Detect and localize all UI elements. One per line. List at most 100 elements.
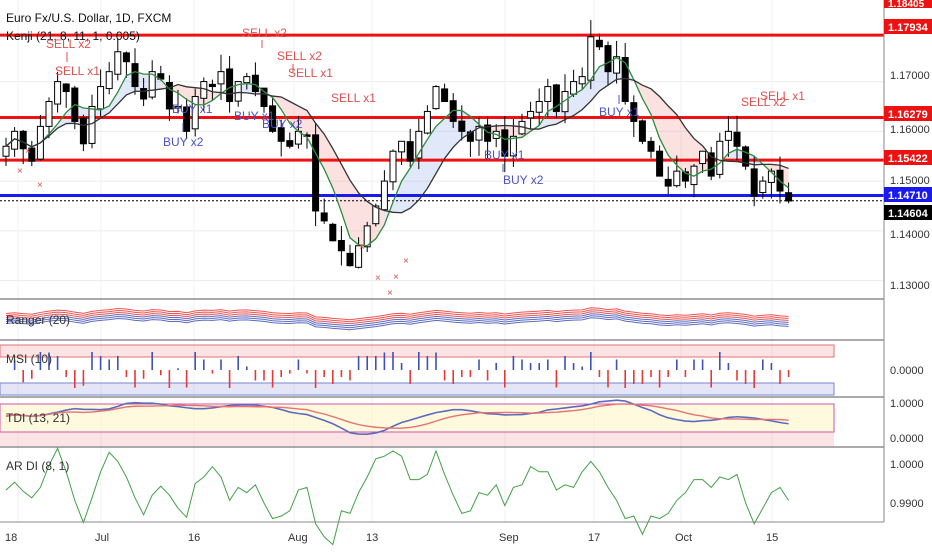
candle-body	[208, 83, 216, 88]
price-tag: 1.17934	[888, 22, 929, 34]
buy-label: BUY x2	[503, 173, 544, 187]
time-tick: Sep	[499, 532, 519, 544]
tdi-lower-band	[0, 432, 834, 446]
candles[interactable]	[2, 20, 793, 269]
sell-label: SELL x1	[55, 64, 100, 78]
price-tick: 1.17000	[890, 70, 930, 82]
price-tick: 1.15000	[890, 175, 930, 187]
cloud-segment	[685, 127, 694, 177]
price-tag: 1.15422	[888, 153, 928, 165]
cloud-segment	[676, 114, 686, 174]
candle-body	[234, 81, 242, 102]
candle-body	[251, 74, 259, 93]
candle-body	[415, 130, 423, 159]
candle-body	[389, 150, 397, 183]
price-tag: 1.18405	[888, 0, 925, 10]
candle-body	[423, 110, 431, 134]
candle-body	[604, 45, 612, 73]
signal-x: ×	[25, 146, 31, 157]
candle-body	[673, 170, 681, 187]
ranger-label: Ranger (20)	[6, 313, 70, 327]
signal-arrows	[66, 40, 620, 172]
candle-body	[587, 36, 595, 81]
cloud-segment	[169, 84, 178, 94]
time-tick: 15	[766, 532, 778, 544]
cloud-segment	[590, 66, 600, 102]
candle-body	[226, 68, 234, 102]
candle-body	[329, 223, 337, 242]
cloud-segment	[427, 126, 436, 189]
price-tag: 1.14710	[888, 190, 928, 202]
candle-body	[406, 141, 414, 162]
signal-x: ×	[37, 180, 43, 191]
buy-label: BUY x1	[599, 105, 640, 119]
candle-body	[165, 81, 173, 110]
price-tick: 1.16000	[890, 124, 930, 136]
cloud-segment	[298, 106, 307, 138]
sell-label: SELL x1	[760, 89, 805, 103]
sub-panes	[0, 298, 884, 546]
candle-body	[785, 192, 793, 202]
time-tick: 13	[366, 532, 378, 544]
candle-body	[363, 225, 371, 248]
price-axis[interactable]: 1.17000 1.16000 1.15000 1.14000 1.13000 …	[883, 0, 932, 522]
candle-body	[716, 140, 724, 175]
candle-body	[355, 245, 363, 268]
candle-body	[286, 140, 294, 147]
ma-line	[5, 56, 790, 247]
time-tick: Jul	[95, 532, 109, 544]
msi-upper-band	[0, 344, 835, 358]
buy-label: BUY x1	[172, 102, 213, 116]
cloud-segment	[178, 84, 187, 100]
buy-label: BUY x1	[484, 148, 525, 162]
candle-body	[217, 71, 225, 85]
buy-label: BUY x1	[234, 109, 275, 123]
cloud-segment	[659, 96, 669, 156]
signal-x: ×	[387, 288, 393, 299]
candle-body	[466, 131, 474, 142]
buy-label: BUY x2	[163, 135, 204, 149]
sell-label: SELL x2	[741, 95, 786, 109]
candle-body	[131, 63, 139, 88]
indicator-label: Kenji (21, 8, 11, 1, 0.005)	[6, 29, 140, 43]
time-axis[interactable]: 18 Jul 16 Aug 13 Sep 17 Oct 15	[0, 521, 884, 544]
candle-body	[767, 170, 775, 183]
buy-labels: BUY x2 BUY x1 BUY x1 BUY x2 BUY x1 BUY x…	[163, 102, 640, 187]
cloud-segment	[573, 89, 583, 116]
tdi-signal-line	[5, 403, 789, 429]
ranger-line	[5, 313, 789, 327]
ranger-line	[5, 309, 789, 323]
candle-body	[260, 87, 268, 107]
candle-body	[105, 71, 113, 90]
candle-body	[699, 150, 707, 165]
tdi-label: TDI (13, 21)	[6, 411, 70, 425]
cloud-segment	[651, 88, 660, 139]
candle-body	[2, 145, 10, 157]
cloud-segment	[668, 106, 677, 166]
candle-body	[750, 168, 758, 197]
candle-body	[613, 56, 621, 74]
signal-x: ×	[359, 242, 365, 253]
ardi-tick: 1.0000	[890, 459, 924, 471]
time-tick: 18	[5, 532, 17, 544]
candle-body	[88, 105, 96, 144]
signal-x: ×	[17, 166, 23, 177]
candle-body	[638, 120, 646, 142]
signal-marks: ××××××××	[17, 146, 409, 299]
candle-body	[114, 51, 122, 75]
sell-label: SELL x2	[277, 49, 322, 63]
candle-body	[647, 140, 655, 152]
candle-body	[509, 135, 517, 157]
candle-body	[432, 86, 440, 110]
candle-body	[28, 147, 36, 162]
ardi-label: AR DI (8, 1)	[6, 459, 69, 473]
candle-body	[578, 76, 586, 85]
ardi-tick: 0.9900	[890, 498, 924, 510]
candle-body	[380, 180, 388, 211]
candle-body	[269, 105, 277, 132]
candle-body	[742, 146, 750, 167]
ranger-line	[5, 307, 789, 321]
candle-body	[561, 91, 569, 113]
candle-body	[277, 127, 285, 142]
